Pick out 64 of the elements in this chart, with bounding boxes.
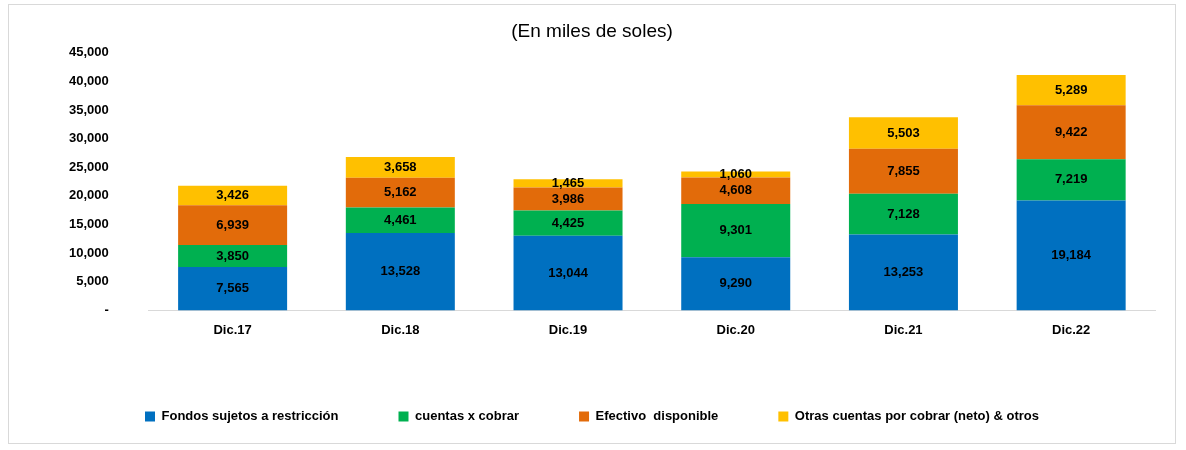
bar <box>681 203 791 258</box>
bar <box>513 210 623 236</box>
bar <box>848 193 958 235</box>
y-tick-label: 5,000 <box>76 273 109 289</box>
data-label: 9,301 <box>719 222 753 238</box>
bar <box>513 235 623 311</box>
bar <box>1016 105 1126 160</box>
data-label: 3,850 <box>216 247 249 263</box>
y-tick-label: 20,000 <box>69 187 109 203</box>
data-label: 3,426 <box>216 187 249 203</box>
data-label: 19,184 <box>1051 247 1092 263</box>
y-tick-label: 40,000 <box>69 73 109 88</box>
bar <box>1016 75 1126 106</box>
y-tick-label: 45,000 <box>69 44 109 60</box>
bar <box>848 148 958 194</box>
x-tick-label: Dic.19 <box>548 321 588 337</box>
x-tick-label: Dic.17 <box>213 321 252 337</box>
x-tick-label: Dic.22 <box>1051 321 1091 337</box>
bar <box>178 245 288 268</box>
y-tick-label: 15,000 <box>69 216 109 232</box>
data-label: 9,422 <box>1054 123 1088 139</box>
data-label: 4,425 <box>551 214 585 230</box>
y-tick-label: 30,000 <box>69 130 109 146</box>
bar <box>345 156 455 178</box>
bar <box>345 177 455 208</box>
legend-label: cuentas x cobrar <box>415 408 520 424</box>
bar <box>848 117 958 149</box>
data-label: 13,044 <box>548 264 589 280</box>
data-label: 7,565 <box>216 280 249 296</box>
y-tick-label: 35,000 <box>69 101 109 117</box>
data-label: 7,855 <box>887 162 920 178</box>
bar <box>1016 200 1126 311</box>
data-label: 4,608 <box>719 182 753 198</box>
data-label: 13,528 <box>380 263 421 279</box>
data-label: 3,986 <box>551 190 585 206</box>
data-label: 1,465 <box>551 174 585 190</box>
data-label: 1,060 <box>719 166 753 182</box>
data-label: 5,503 <box>887 124 920 140</box>
data-label: 4,461 <box>384 211 417 227</box>
data-label: 5,289 <box>1054 81 1088 97</box>
bar <box>681 257 791 311</box>
legend-label: Otras cuentas por cobrar (neto) & otros <box>794 408 1039 424</box>
bar <box>178 267 288 311</box>
chart-title: (En miles de soles) <box>511 19 673 41</box>
y-tick-label: 25,000 <box>69 158 109 174</box>
bar <box>1016 159 1126 201</box>
bar <box>345 207 455 233</box>
data-label: 7,219 <box>1054 171 1088 187</box>
legend-label: Efectivo disponible <box>595 408 719 424</box>
data-label: 9,290 <box>719 275 753 291</box>
y-tick-label: - <box>104 301 109 317</box>
x-tick-label: Dic.18 <box>381 321 420 337</box>
x-tick-label: Dic.20 <box>716 321 755 337</box>
data-label: 5,162 <box>384 184 417 200</box>
data-label: 3,658 <box>384 158 417 174</box>
legend-label: Fondos sujetos a restricción <box>161 408 339 424</box>
data-label: 13,253 <box>883 264 924 280</box>
bar <box>848 234 958 311</box>
y-tick-label: 10,000 <box>69 244 109 260</box>
bar <box>178 205 288 246</box>
data-label: 6,939 <box>216 216 249 232</box>
x-tick-label: Dic.21 <box>884 321 923 337</box>
data-label: 7,128 <box>887 205 920 221</box>
bar <box>345 232 455 311</box>
